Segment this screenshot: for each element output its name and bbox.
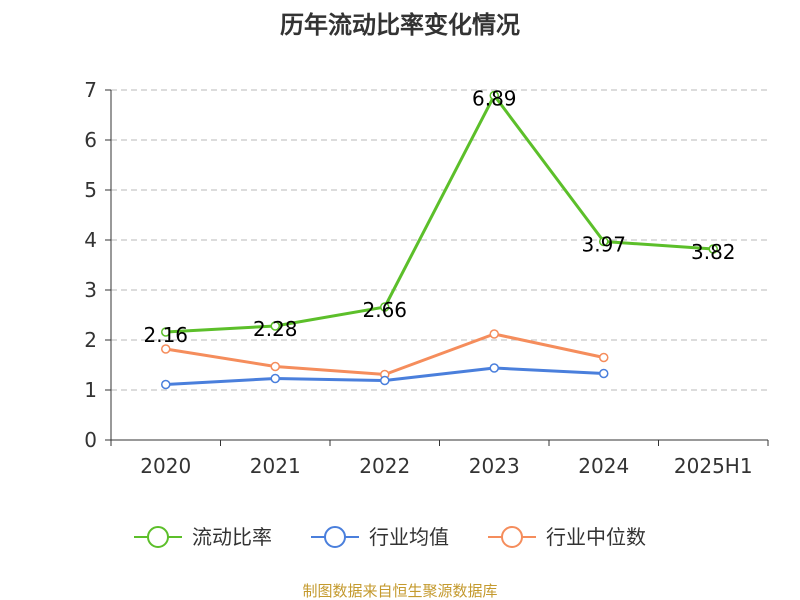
data-point <box>270 321 280 331</box>
data-labels: 2.16 2.28 2.66 6.89 3.97 3.82 <box>143 87 735 348</box>
x-tick-label: 2021 <box>250 454 301 478</box>
x-tick-label: 2023 <box>469 454 520 478</box>
data-label: 3.82 <box>691 240 736 264</box>
data-point <box>599 368 609 379</box>
series-lines <box>161 90 718 390</box>
grid-lines <box>111 89 768 391</box>
data-point <box>161 327 171 337</box>
x-tick-label: 2024 <box>578 454 629 478</box>
legend-label[interactable]: 流动比率 <box>192 525 272 549</box>
data-point <box>708 244 718 254</box>
y-tick-label: 1 <box>84 378 97 402</box>
data-point <box>489 90 499 101</box>
legend[interactable]: 流动比率 行业均值 行业中位数 <box>134 525 646 549</box>
data-point <box>270 373 280 384</box>
data-point <box>270 361 280 372</box>
data-point <box>380 302 390 312</box>
y-tick-label: 0 <box>84 428 97 452</box>
data-point <box>161 344 171 354</box>
axes: 0 1 2 3 4 5 6 7 2020 2021 2022 2023 2024 2025H1 <box>84 78 769 478</box>
data-point <box>380 375 390 386</box>
y-tick-label: 5 <box>84 178 97 202</box>
data-point <box>161 379 171 390</box>
y-tick-label: 7 <box>84 78 97 102</box>
data-point <box>489 363 499 373</box>
legend-label[interactable]: 行业均值 <box>369 525 449 549</box>
y-tick-label: 6 <box>84 128 97 152</box>
source-note: 制图数据来自恒生聚源数据库 <box>302 582 497 600</box>
y-tick-label: 2 <box>84 328 97 352</box>
data-point <box>489 329 499 339</box>
data-label: 2.16 <box>143 323 188 347</box>
legend-label[interactable]: 行业中位数 <box>546 525 646 549</box>
x-tick-label: 2020 <box>140 454 191 478</box>
legend-marker <box>501 526 523 548</box>
data-label: 2.28 <box>253 317 298 341</box>
legend-marker <box>147 526 169 548</box>
legend-marker <box>324 526 346 548</box>
x-tick-label: 2025H1 <box>674 454 753 478</box>
chart-title: 历年流动比率变化情况 <box>280 11 520 39</box>
y-tick-label: 3 <box>84 278 97 302</box>
y-tick-label: 4 <box>84 228 97 252</box>
data-label: 6.89 <box>472 87 517 111</box>
series-line <box>165 94 714 334</box>
data-label: 3.97 <box>581 233 626 257</box>
data-label: 2.66 <box>362 298 407 322</box>
x-tick-label: 2022 <box>359 454 410 478</box>
data-point <box>599 352 609 363</box>
data-point <box>599 236 609 247</box>
